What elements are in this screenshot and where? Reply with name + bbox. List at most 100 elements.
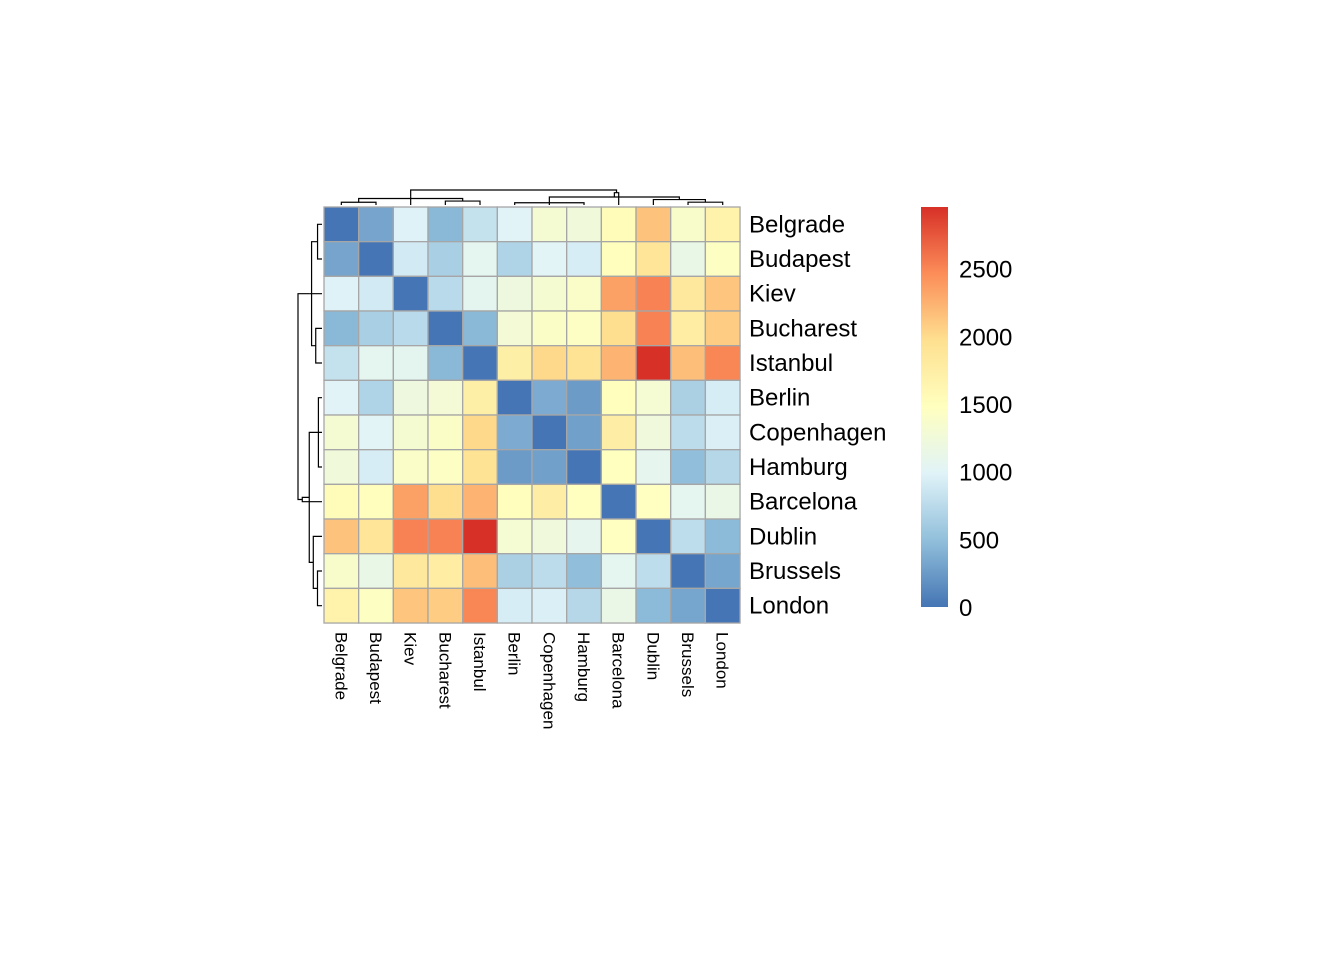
heatmap-cell	[392, 587, 429, 624]
heatmap-cell	[531, 379, 568, 416]
heatmap-cell	[531, 345, 568, 381]
heatmap-cell	[462, 449, 498, 486]
heatmap-cell	[358, 483, 394, 520]
heatmap-cell	[600, 345, 637, 381]
heatmap-cell	[531, 449, 568, 486]
heatmap-cell	[704, 310, 741, 347]
row-label: Belgrade	[749, 211, 845, 238]
heatmap-cell	[323, 414, 360, 451]
heatmap-cell	[358, 345, 394, 381]
legend-tick-label: 2000	[959, 324, 1012, 351]
heatmap-cell	[358, 587, 394, 624]
heatmap-cell	[427, 345, 464, 381]
heatmap-cell	[600, 518, 637, 555]
heatmap-cell	[462, 518, 498, 555]
dendrogram-branch	[613, 192, 620, 205]
dendrogram-branch	[444, 200, 481, 205]
heatmap-cell	[566, 310, 603, 347]
heatmap-cell	[566, 414, 603, 451]
heatmap-cell	[635, 241, 672, 277]
heatmap-cell	[670, 206, 707, 243]
heatmap-cell	[496, 379, 533, 416]
heatmap-cell	[635, 414, 672, 451]
heatmap-cell	[462, 553, 498, 590]
heatmap-cell	[358, 241, 394, 277]
heatmap-cell	[462, 345, 498, 381]
column-label: Kiev	[401, 632, 420, 666]
heatmap-cell	[670, 553, 707, 590]
heatmap-cell	[323, 483, 360, 520]
heatmap-cell	[600, 414, 637, 451]
heatmap-cell	[704, 449, 741, 486]
heatmap-cell	[531, 241, 568, 277]
heatmap-cell	[323, 310, 360, 347]
row-label: Copenhagen	[749, 419, 886, 446]
dendrogram-branch	[301, 496, 322, 503]
heatmap-cell	[462, 587, 498, 624]
heatmap-cell	[392, 206, 429, 243]
heatmap-cell	[427, 310, 464, 347]
row-label: London	[749, 593, 829, 620]
heatmap-cell	[704, 518, 741, 555]
heatmap-cell	[462, 414, 498, 451]
column-label: Hamburg	[574, 632, 593, 702]
heatmap-cell	[392, 275, 429, 312]
heatmap-cell	[496, 241, 533, 277]
heatmap-cell	[531, 414, 568, 451]
heatmap-cell	[323, 553, 360, 590]
heatmap-cell	[462, 241, 498, 277]
heatmap-cell	[566, 275, 603, 312]
heatmap-cell	[566, 518, 603, 555]
heatmap-cell	[427, 379, 464, 416]
heatmap-cell	[392, 241, 429, 277]
heatmap-cell	[600, 449, 637, 486]
heatmap-cell	[600, 275, 637, 312]
column-label: Budapest	[366, 632, 385, 704]
heatmap-cell	[704, 587, 741, 624]
heatmap-cell	[462, 206, 498, 243]
dendrogram-branch	[297, 293, 310, 501]
row-label: Kiev	[749, 281, 796, 308]
heatmap-cell	[392, 483, 429, 520]
row-labels: Belgrade Budapest Kiev Bucharest Istanbul Ber…	[749, 211, 886, 619]
legend-color-bar	[921, 207, 948, 607]
heatmap-cell	[531, 553, 568, 590]
heatmap-cell	[496, 449, 533, 486]
heatmap-cell	[358, 310, 394, 347]
heatmap-cell	[531, 483, 568, 520]
heatmap-cell	[635, 206, 672, 243]
heatmap-cell	[531, 310, 568, 347]
heatmap-cell	[566, 206, 603, 243]
heatmap-cell	[566, 449, 603, 486]
heatmap-cell	[600, 206, 637, 243]
row-label: Istanbul	[749, 350, 833, 377]
heatmap-cell	[704, 379, 741, 416]
heatmap-cell	[427, 206, 464, 243]
heatmap-cell	[358, 206, 394, 243]
heatmap-cell	[323, 518, 360, 555]
heatmap-cell	[670, 345, 707, 381]
color-legend: 0 500 1000 1500 2000 2500	[921, 207, 1012, 622]
heatmap-cell	[427, 414, 464, 451]
column-dendrogram	[340, 189, 724, 205]
heatmap-cell	[635, 275, 672, 312]
heatmap-cell	[392, 518, 429, 555]
heatmap-cell	[635, 483, 672, 520]
heatmap-cell	[427, 553, 464, 590]
heatmap-cell	[566, 587, 603, 624]
heatmap-cell	[496, 414, 533, 451]
dendrogram-branch	[315, 327, 322, 364]
dendrogram-branch	[316, 570, 322, 607]
column-label: Copenhagen	[539, 632, 558, 729]
heatmap-cell	[635, 518, 672, 555]
heatmap-cells	[323, 206, 741, 624]
heatmap-cell	[566, 379, 603, 416]
heatmap-cell	[704, 483, 741, 520]
column-label: Belgrade	[331, 632, 350, 700]
heatmap-cell	[496, 345, 533, 381]
heatmap-cell	[323, 379, 360, 416]
row-label: Dublin	[749, 523, 817, 550]
heatmap-cell	[323, 206, 360, 243]
heatmap-cell	[635, 379, 672, 416]
heatmap-cell	[358, 553, 394, 590]
